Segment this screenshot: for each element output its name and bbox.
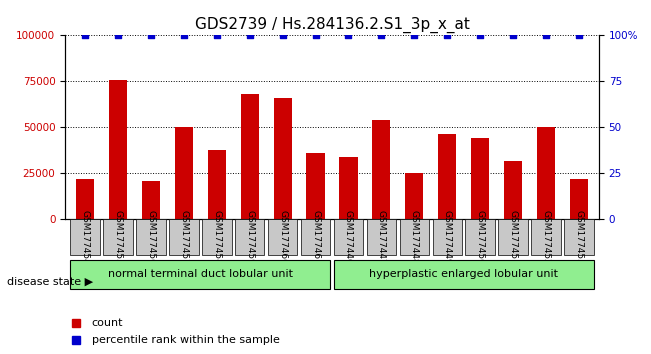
Text: GSM177452: GSM177452	[542, 210, 551, 264]
Point	[311, 33, 321, 38]
FancyBboxPatch shape	[301, 219, 330, 255]
Point	[212, 33, 222, 38]
FancyBboxPatch shape	[202, 219, 232, 255]
FancyBboxPatch shape	[465, 219, 495, 255]
FancyBboxPatch shape	[70, 219, 100, 255]
Text: GSM177446: GSM177446	[344, 210, 353, 264]
Bar	[438, 134, 456, 219]
Text: GSM177461: GSM177461	[311, 210, 320, 265]
Text: count: count	[92, 318, 123, 328]
FancyBboxPatch shape	[531, 219, 561, 255]
Text: GSM177456: GSM177456	[146, 210, 156, 265]
FancyBboxPatch shape	[564, 219, 594, 255]
Point	[376, 33, 387, 38]
Point	[178, 33, 189, 38]
Point	[244, 33, 255, 38]
Text: disease state ▶: disease state ▶	[7, 276, 92, 286]
Bar	[406, 173, 423, 219]
FancyBboxPatch shape	[334, 260, 594, 289]
Bar	[537, 127, 555, 219]
FancyBboxPatch shape	[268, 219, 298, 255]
FancyBboxPatch shape	[400, 219, 429, 255]
FancyBboxPatch shape	[136, 219, 165, 255]
Text: GSM177447: GSM177447	[377, 210, 386, 264]
Bar	[273, 98, 292, 219]
Bar	[570, 179, 589, 219]
Bar	[372, 120, 391, 219]
Text: GSM177454: GSM177454	[80, 210, 89, 264]
Text: GSM177448: GSM177448	[410, 210, 419, 264]
Bar	[307, 153, 325, 219]
Point	[508, 33, 518, 38]
Point	[541, 33, 551, 38]
Bar	[504, 161, 522, 219]
Point	[113, 33, 123, 38]
Bar	[208, 149, 226, 219]
Text: GSM177449: GSM177449	[443, 210, 452, 264]
Point	[277, 33, 288, 38]
Point	[442, 33, 452, 38]
Bar	[471, 138, 490, 219]
Bar	[339, 157, 357, 219]
Text: GSM177451: GSM177451	[508, 210, 518, 265]
Text: normal terminal duct lobular unit: normal terminal duct lobular unit	[107, 269, 293, 279]
Point	[343, 33, 353, 38]
Text: GSM177458: GSM177458	[212, 210, 221, 265]
Bar	[76, 179, 94, 219]
Text: GSM177457: GSM177457	[179, 210, 188, 265]
Text: GSM177455: GSM177455	[113, 210, 122, 265]
FancyBboxPatch shape	[235, 219, 264, 255]
Text: GSM177460: GSM177460	[278, 210, 287, 265]
Point	[574, 33, 585, 38]
FancyBboxPatch shape	[367, 219, 396, 255]
Text: GSM177450: GSM177450	[476, 210, 485, 265]
Bar	[109, 80, 127, 219]
Bar	[174, 126, 193, 219]
Title: GDS2739 / Hs.284136.2.S1_3p_x_at: GDS2739 / Hs.284136.2.S1_3p_x_at	[195, 16, 469, 33]
Point	[146, 33, 156, 38]
Text: percentile rank within the sample: percentile rank within the sample	[92, 335, 280, 345]
FancyBboxPatch shape	[499, 219, 528, 255]
FancyBboxPatch shape	[334, 219, 363, 255]
Point	[409, 33, 420, 38]
Point	[79, 33, 90, 38]
FancyBboxPatch shape	[70, 260, 330, 289]
FancyBboxPatch shape	[103, 219, 133, 255]
Text: GSM177459: GSM177459	[245, 210, 254, 265]
Text: hyperplastic enlarged lobular unit: hyperplastic enlarged lobular unit	[369, 269, 559, 279]
FancyBboxPatch shape	[432, 219, 462, 255]
Point	[475, 33, 486, 38]
Text: GSM177453: GSM177453	[575, 210, 584, 265]
Bar	[241, 94, 258, 219]
Bar	[142, 181, 160, 219]
FancyBboxPatch shape	[169, 219, 199, 255]
